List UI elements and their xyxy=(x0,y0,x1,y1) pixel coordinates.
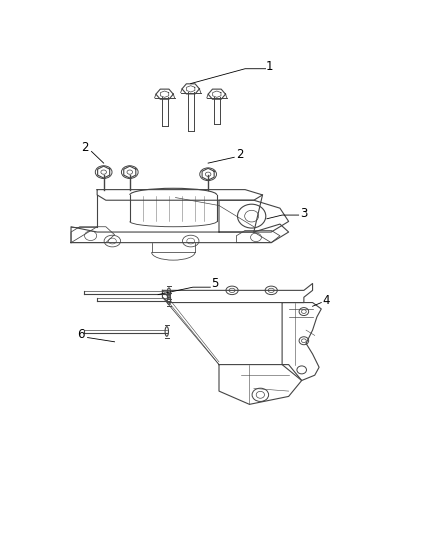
Text: 6: 6 xyxy=(77,328,85,341)
Text: 4: 4 xyxy=(322,294,329,308)
Text: 5: 5 xyxy=(211,278,218,290)
Text: 2: 2 xyxy=(236,148,244,160)
Text: 3: 3 xyxy=(300,207,307,220)
Text: 2: 2 xyxy=(81,141,89,154)
Text: 1: 1 xyxy=(265,60,273,72)
